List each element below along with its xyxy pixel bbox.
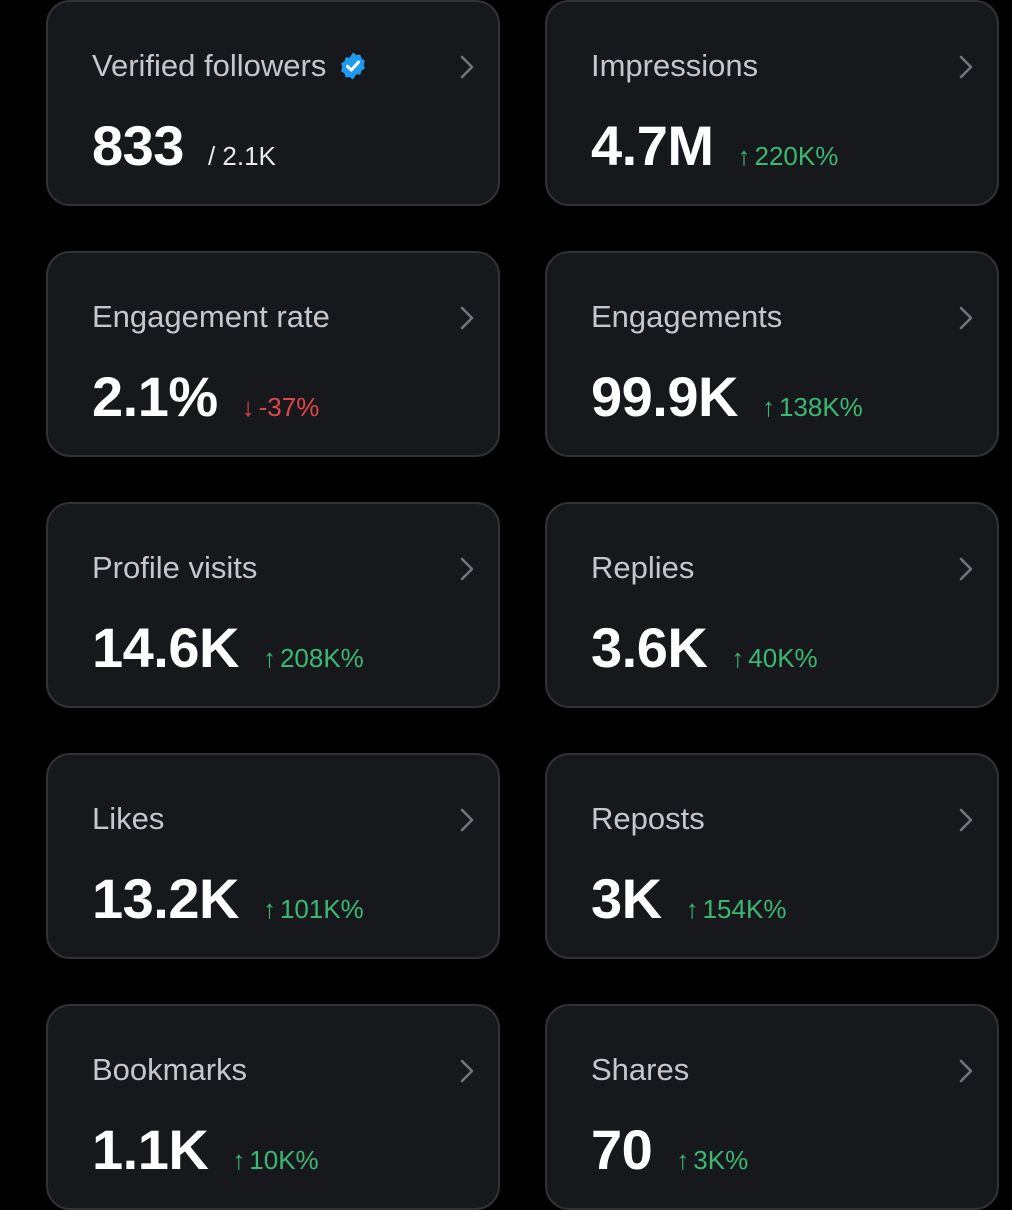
metric-title: Reposts	[591, 801, 705, 836]
metric-change-value: 40K%	[748, 643, 818, 673]
metric-value-row: 4.7M ↑ 220K%	[591, 114, 838, 178]
arrow-up-icon: ↑	[262, 894, 276, 924]
chevron-right-icon[interactable]	[456, 1056, 478, 1086]
metric-card-reposts[interactable]: Reposts 3K ↑ 154K%	[545, 753, 999, 959]
arrow-up-icon: ↑	[685, 894, 699, 924]
metric-change: ↑ 138K%	[762, 392, 863, 423]
metric-change: ↑ 154K%	[686, 894, 787, 925]
metric-change-value: 208K%	[279, 643, 364, 673]
metric-title-label: Verified followers	[92, 48, 327, 83]
chevron-right-icon[interactable]	[955, 52, 977, 82]
chevron-right-icon[interactable]	[456, 805, 478, 835]
metric-value: 3K	[591, 867, 662, 930]
metric-total: / 2.1K	[207, 141, 276, 171]
chevron-right-icon[interactable]	[456, 52, 478, 82]
metric-card-replies[interactable]: Replies 3.6K ↑ 40K%	[545, 502, 999, 708]
metric-title: Likes	[92, 801, 165, 836]
metric-change-value: 10K%	[249, 1145, 319, 1175]
metric-value-row: 1.1K ↑ 10K%	[92, 1118, 319, 1182]
metric-title: Verified followers	[92, 48, 368, 84]
metric-card-impressions[interactable]: Impressions 4.7M ↑ 220K%	[545, 0, 999, 206]
metric-change: ↑ 101K%	[263, 894, 364, 925]
metric-change: ↑ 10K%	[232, 1145, 318, 1176]
arrow-up-icon: ↑	[232, 1145, 246, 1175]
chevron-right-icon[interactable]	[456, 554, 478, 584]
metric-value: 70	[591, 1118, 653, 1181]
metric-card-engagement-rate[interactable]: Engagement rate 2.1% ↓ -37%	[46, 251, 500, 457]
metric-title: Engagements	[591, 299, 783, 334]
metric-value: 99.9K	[591, 365, 738, 428]
metric-card-bookmarks[interactable]: Bookmarks 1.1K ↑ 10K%	[46, 1004, 500, 1210]
metric-value-row: 2.1% ↓ -37%	[92, 365, 319, 429]
chevron-right-icon[interactable]	[456, 303, 478, 333]
metric-change: ↑ 40K%	[731, 643, 817, 674]
metric-value-row: 13.2K ↑ 101K%	[92, 867, 364, 931]
metric-change: ↓ -37%	[242, 392, 320, 423]
metric-value: 2.1%	[92, 365, 218, 428]
metric-change-value: -37%	[258, 392, 320, 422]
metric-value: 14.6K	[92, 616, 239, 679]
metric-card-shares[interactable]: Shares 70 ↑ 3K%	[545, 1004, 999, 1210]
metric-value: 833	[92, 114, 184, 177]
metric-title: Engagement rate	[92, 299, 330, 334]
metric-change-value: 3K%	[693, 1145, 749, 1175]
metric-title: Bookmarks	[92, 1052, 248, 1087]
metric-card-profile-visits[interactable]: Profile visits 14.6K ↑ 208K%	[46, 502, 500, 708]
metric-title: Profile visits	[92, 550, 258, 585]
metric-change-value: 154K%	[702, 894, 787, 924]
metric-value-row: 3K ↑ 154K%	[591, 867, 786, 931]
metric-value: 3.6K	[591, 616, 708, 679]
arrow-up-icon: ↑	[737, 141, 751, 171]
metric-value: 1.1K	[92, 1118, 209, 1181]
chevron-right-icon[interactable]	[955, 554, 977, 584]
metric-title: Replies	[591, 550, 695, 585]
metric-change-value: 138K%	[778, 392, 863, 422]
metric-card-engagements[interactable]: Engagements 99.9K ↑ 138K%	[545, 251, 999, 457]
metric-value-row: 70 ↑ 3K%	[591, 1118, 748, 1182]
verified-badge-icon	[341, 52, 366, 80]
metric-card-likes[interactable]: Likes 13.2K ↑ 101K%	[46, 753, 500, 959]
metric-title: Shares	[591, 1052, 690, 1087]
metric-change: ↑ 3K%	[676, 1145, 748, 1176]
arrow-down-icon: ↓	[241, 392, 255, 422]
metric-value-row: 99.9K ↑ 138K%	[591, 365, 863, 429]
metric-value: 13.2K	[92, 867, 239, 930]
metric-change-value: 101K%	[279, 894, 364, 924]
chevron-right-icon[interactable]	[955, 805, 977, 835]
metric-value-row: 3.6K ↑ 40K%	[591, 616, 818, 680]
metric-value-row: 833 / 2.1K	[92, 114, 276, 178]
metric-change: ↑ 208K%	[263, 643, 364, 674]
metric-value: 4.7M	[591, 114, 714, 177]
arrow-up-icon: ↑	[676, 1145, 690, 1175]
metric-title: Impressions	[591, 48, 759, 83]
arrow-up-icon: ↑	[262, 643, 276, 673]
metric-change: ↑ 220K%	[738, 141, 839, 172]
metric-value-row: 14.6K ↑ 208K%	[92, 616, 364, 680]
arrow-up-icon: ↑	[761, 392, 775, 422]
metric-change-value: 220K%	[754, 141, 839, 171]
arrow-up-icon: ↑	[731, 643, 745, 673]
chevron-right-icon[interactable]	[955, 303, 977, 333]
chevron-right-icon[interactable]	[955, 1056, 977, 1086]
metric-card-verified-followers[interactable]: Verified followers 833 / 2.1K	[46, 0, 500, 206]
